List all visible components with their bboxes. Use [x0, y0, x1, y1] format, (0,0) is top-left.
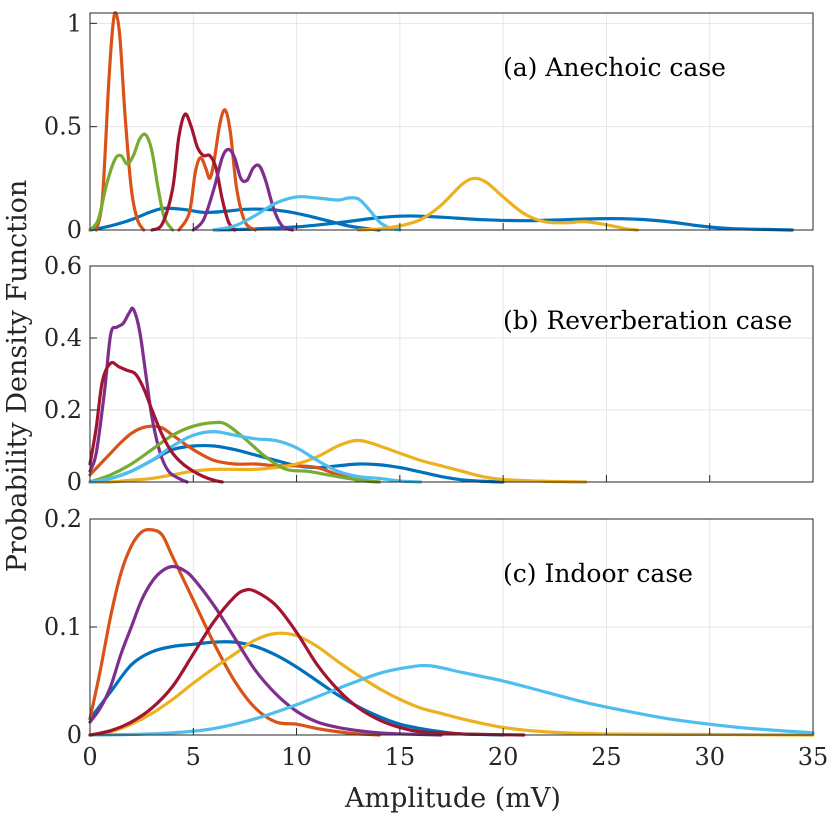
panel-a-ytick-label-1: 0.5: [44, 113, 82, 141]
xtick-label-1: 5: [186, 743, 201, 771]
panel-b-ytick-label-1: 0.2: [44, 396, 82, 424]
xtick-label-4: 20: [488, 743, 519, 771]
xtick-label-5: 25: [591, 743, 622, 771]
xtick-label-2: 10: [281, 743, 312, 771]
panel-b-ytick-label-0: 0: [67, 468, 82, 496]
panel-a-series-9: [356, 176, 640, 232]
panel-b-series-7: [88, 360, 224, 484]
panel-a-series-8: [212, 195, 402, 232]
panel-a-ytick-label-0: 0: [67, 216, 82, 244]
panel-a-series-7: [191, 147, 295, 232]
panel-c-series-6: [88, 587, 526, 737]
xtick-label-7: 35: [798, 743, 829, 771]
panel-c-ytick-label-0: 0: [67, 721, 82, 749]
panel-a-axes-box: [89, 12, 814, 231]
panel-a-series-2: [212, 214, 794, 232]
panel-b-axes-box: [89, 265, 814, 483]
panel-b-ytick-label-2: 0.4: [44, 324, 82, 352]
panel-c-series-2: [88, 527, 381, 737]
panel-c-series-3: [88, 631, 815, 737]
panel-a-series-3: [94, 11, 146, 232]
panel-a-ytick-label-2: 1: [67, 9, 82, 37]
panel-a-series-6: [150, 112, 237, 232]
x-axis-ticks: 0 5 10 15 20 25 30 35: [82, 743, 828, 771]
panel-b-series-4: [88, 306, 189, 484]
panel-c-ytick-label-1: 0.1: [44, 613, 82, 641]
xtick-label-6: 30: [694, 743, 725, 771]
panel-c-series-5: [88, 663, 815, 737]
panel-c-series-1: [88, 640, 505, 737]
x-axis-label: Amplitude (mV): [344, 783, 561, 814]
panel-c-series-4: [88, 564, 443, 737]
panel-b-series-2: [88, 424, 381, 484]
panel-b-annotation: (b) Reverberation case: [503, 306, 792, 335]
panel-a-annotation: (a) Anechoic case: [503, 53, 726, 82]
panel-a: 0 0.5 1 (a) Anechoic case: [44, 9, 814, 244]
panel-b: 0 0.2 0.4 0.6 (b) Reverberation case: [44, 252, 814, 496]
panel-c-annotation: (c) Indoor case: [503, 559, 693, 588]
panel-b-series-3: [88, 438, 588, 484]
y-axis-label: Probability Density Function: [2, 180, 33, 573]
xtick-label-3: 15: [385, 743, 416, 771]
panel-c: 0 0.1 0.2 (c) Indoor case: [44, 505, 815, 749]
panel-b-series-6: [88, 430, 423, 484]
panel-b-ytick-label-3: 0.6: [44, 252, 82, 280]
xtick-label-0: 0: [82, 743, 97, 771]
panel-c-ytick-label-2: 0.2: [44, 505, 82, 533]
panel-b-series-5: [88, 420, 381, 484]
panel-a-series-5: [88, 132, 175, 232]
